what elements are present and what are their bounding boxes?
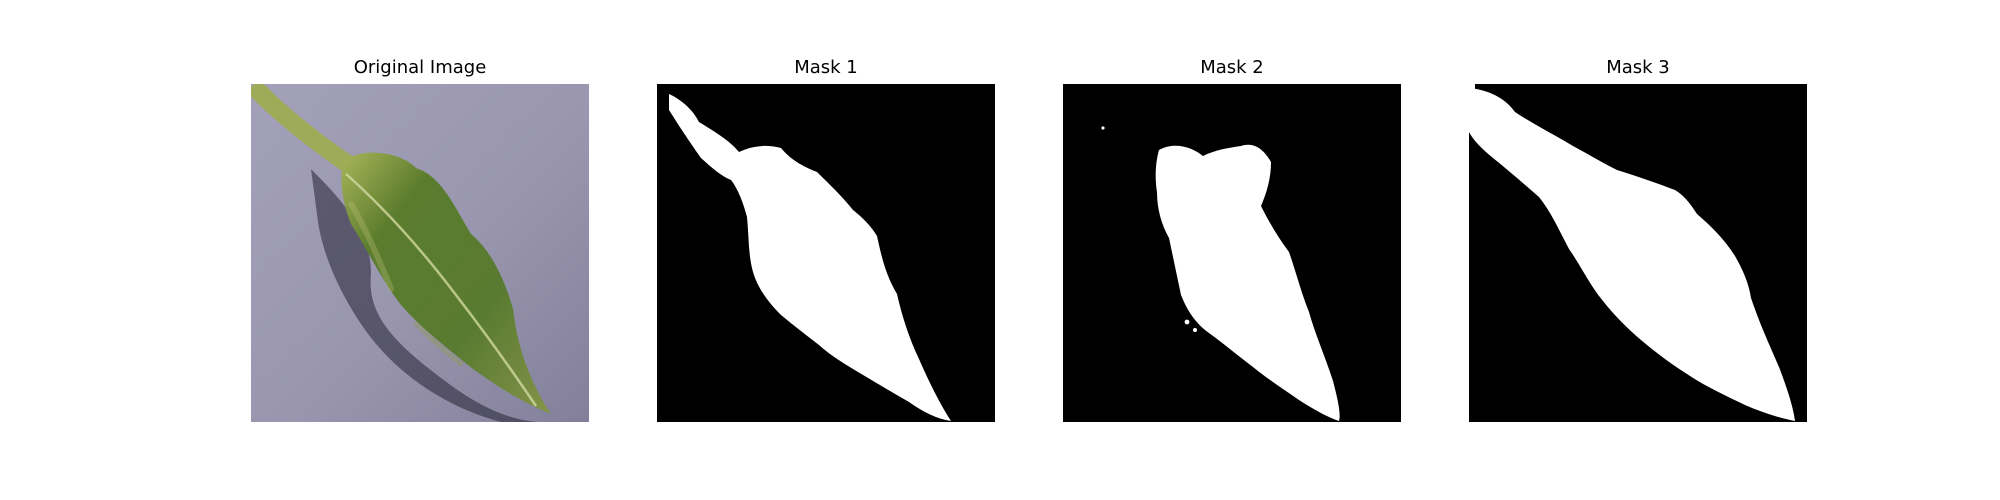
mask-1: [657, 84, 995, 422]
mask-1-image: [657, 84, 995, 422]
panel-title-mask-2: Mask 2: [1200, 57, 1264, 78]
mask-3-image: [1469, 84, 1807, 422]
panel-title-mask-3: Mask 3: [1606, 57, 1670, 78]
panel-title-mask-1: Mask 1: [794, 57, 858, 78]
mask-2: [1063, 84, 1401, 422]
mask-2-image: [1063, 84, 1401, 422]
mask-3: [1469, 84, 1807, 422]
leaf-photo: [251, 84, 589, 422]
original-image: [251, 84, 589, 422]
panel-title-original-image: Original Image: [353, 57, 487, 78]
